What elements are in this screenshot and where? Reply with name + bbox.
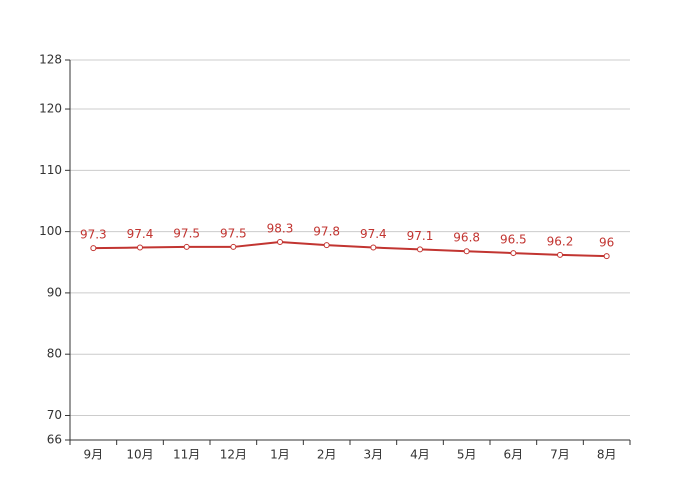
y-tick-label: 110	[39, 163, 62, 177]
x-tick-label: 2月	[317, 448, 337, 462]
value-label: 97.5	[220, 226, 247, 240]
point	[230, 243, 237, 250]
value-label: 97.5	[173, 226, 200, 240]
y-tick-label: 80	[47, 347, 62, 361]
value-label: 97.3	[80, 228, 107, 242]
y-tick-label: 90	[47, 285, 62, 299]
value-label: 97.1	[407, 229, 434, 243]
x-tick-label: 1月	[270, 448, 290, 462]
point	[90, 245, 97, 252]
x-tick-label: 9月	[84, 448, 104, 462]
y-tick-label: 66	[47, 433, 62, 447]
value-label: 98.3	[267, 222, 294, 236]
x-tick-label: 7月	[550, 448, 570, 462]
point	[183, 243, 190, 250]
value-label: 97.8	[313, 225, 340, 239]
x-tick-label: 4月	[410, 448, 430, 462]
point	[277, 239, 283, 246]
point	[463, 248, 470, 255]
value-label: 96.5	[500, 233, 527, 247]
y-tick-label: 100	[39, 224, 62, 238]
point	[370, 244, 377, 251]
value-label: 97.4	[127, 227, 154, 241]
point	[137, 244, 143, 251]
x-tick-label: 6月	[504, 448, 524, 462]
value-label: 97.4	[360, 227, 387, 241]
y-tick-label: 70	[47, 408, 62, 422]
point	[417, 246, 423, 253]
x-tick-label: 10月	[126, 448, 153, 462]
line	[93, 241, 607, 258]
x-tick-label: 11月	[173, 448, 200, 462]
value-label: 96	[599, 236, 614, 250]
point	[603, 253, 610, 260]
y-tick-label: 120	[39, 102, 62, 116]
x-tick-label: 8月	[597, 448, 617, 462]
value-label: 96.2	[547, 234, 574, 248]
point	[323, 242, 330, 249]
point	[510, 250, 517, 257]
point	[557, 251, 563, 258]
value-label: 96.8	[453, 231, 480, 245]
x-tick-label: 12月	[220, 448, 247, 462]
x-tick-label: 3月	[364, 448, 384, 462]
x-tick-label: 5月	[457, 448, 477, 462]
y-tick-label: 128	[39, 53, 62, 67]
